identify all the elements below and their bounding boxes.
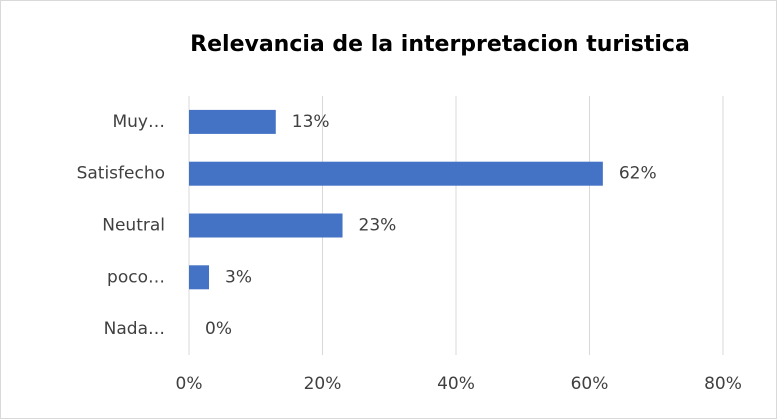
y-tick-label: poco… — [107, 267, 165, 287]
chart-title: Relevancia de la interpretacion turistic… — [190, 32, 690, 57]
bar — [189, 265, 210, 290]
y-tick-label: Muy… — [112, 112, 165, 132]
bar — [189, 109, 276, 134]
data-label: 62% — [619, 164, 657, 184]
y-tick-label: Neutral — [102, 216, 165, 236]
x-tick-label: 60% — [571, 374, 609, 394]
data-label: 13% — [292, 112, 330, 132]
x-tick-label: 20% — [304, 374, 342, 394]
data-label: 0% — [205, 319, 232, 339]
y-tick-label: Nada… — [104, 319, 165, 339]
data-label: 3% — [225, 267, 252, 287]
x-tick-label: 0% — [176, 374, 203, 394]
bar — [189, 161, 603, 186]
x-tick-label: 80% — [704, 374, 742, 394]
y-tick-label: Satisfecho — [77, 164, 165, 184]
x-tick-label: 40% — [437, 374, 475, 394]
data-label: 23% — [359, 216, 397, 236]
bar — [189, 213, 343, 238]
